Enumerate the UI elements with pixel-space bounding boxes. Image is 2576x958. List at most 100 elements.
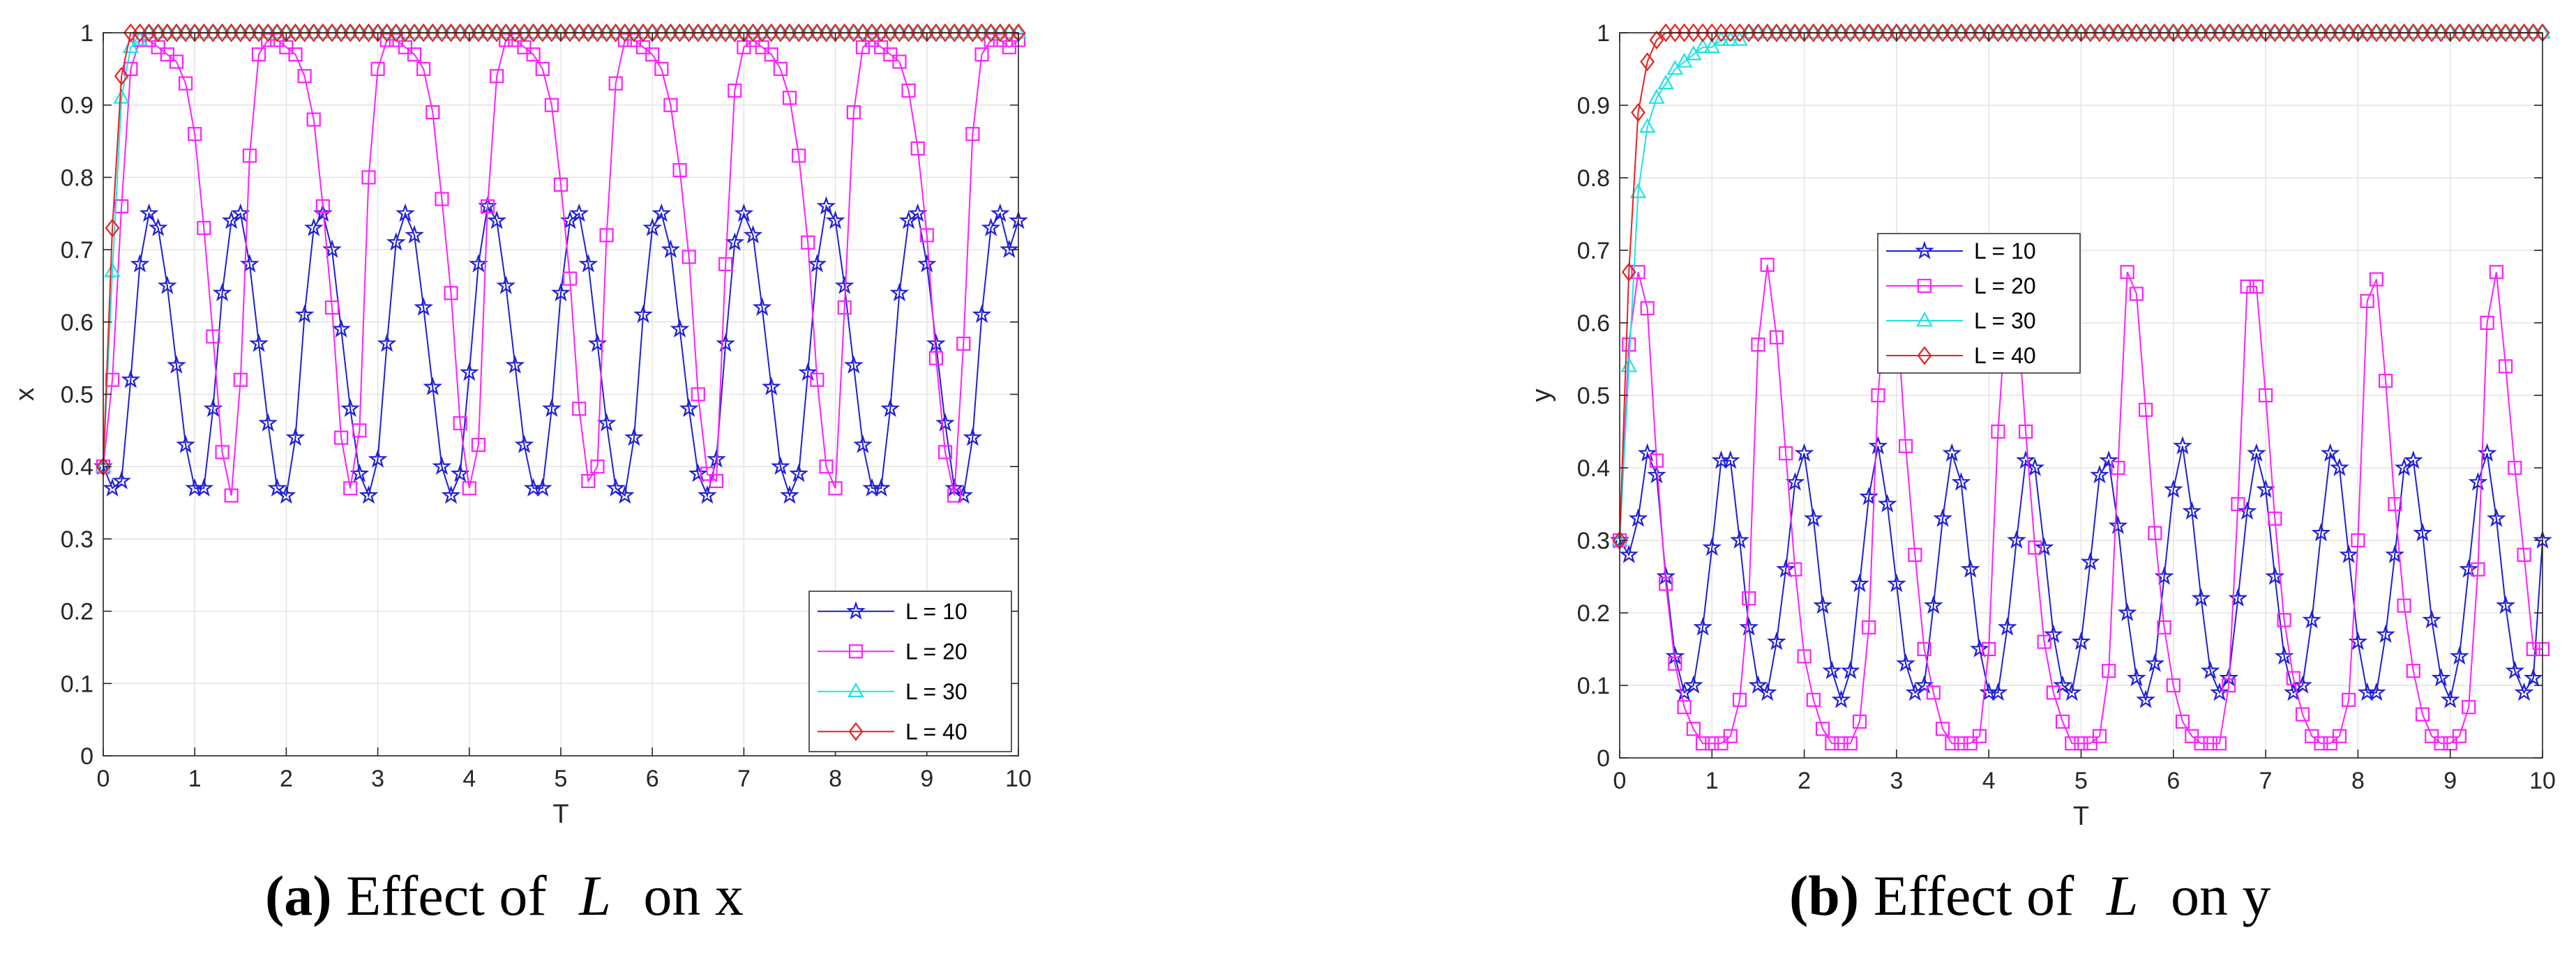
data-point [490, 69, 504, 84]
data-point [2099, 450, 2119, 469]
legend-label: L = 20 [1974, 273, 2036, 298]
data-point [928, 351, 944, 365]
caption-a-symbol: L [579, 864, 611, 927]
x-tick-label: 8 [2351, 768, 2365, 794]
data-point [1794, 443, 1814, 462]
data-point [1935, 722, 1950, 736]
data-point [1899, 439, 1913, 453]
data-point [396, 203, 415, 222]
data-point [212, 282, 232, 302]
data-point [2286, 671, 2300, 685]
data-point [276, 485, 296, 504]
data-point [167, 355, 186, 374]
data-point [734, 203, 754, 222]
data-point [2256, 479, 2275, 499]
data-point [761, 377, 781, 395]
data-point [123, 61, 138, 76]
data-point [2092, 729, 2107, 743]
data-point [2191, 588, 2211, 607]
data-point [1815, 722, 1830, 736]
data-point [2369, 272, 2383, 287]
data-point [499, 33, 513, 47]
data-point [2007, 530, 2026, 549]
data-point [2505, 660, 2525, 680]
data-point [176, 434, 195, 453]
data-point [505, 355, 525, 374]
data-point [974, 47, 989, 62]
data-point [590, 459, 605, 474]
data-point [907, 203, 928, 222]
legend-box [1877, 233, 2081, 374]
data-point [1730, 530, 1749, 549]
x-axis-label: T [2073, 802, 2089, 831]
data-point [2314, 736, 2328, 751]
data-point [258, 413, 278, 432]
data-point [331, 319, 351, 338]
data-point [1840, 660, 1860, 680]
data-point [926, 333, 946, 352]
data-point [871, 478, 891, 497]
data-point [2062, 682, 2082, 701]
data-point [2053, 675, 2072, 694]
data-point [919, 228, 934, 243]
data-point [444, 286, 458, 301]
data-point [359, 485, 379, 504]
data-point [361, 170, 376, 185]
data-point [1712, 31, 1730, 46]
data-point [1629, 183, 1647, 199]
data-point [569, 203, 589, 222]
data-point [459, 362, 479, 381]
x-tick-label: 9 [920, 766, 933, 792]
data-point [956, 336, 971, 351]
data-point [1982, 641, 1996, 657]
data-point [819, 459, 834, 474]
data-point [782, 91, 797, 105]
data-point [1843, 736, 1858, 751]
data-point [2046, 685, 2061, 700]
data-point [633, 304, 653, 324]
data-point [2259, 388, 2273, 403]
data-point [113, 89, 130, 104]
data-point [2117, 602, 2137, 621]
data-point [2166, 678, 2180, 693]
data-point [544, 98, 559, 112]
data-point [1926, 685, 1941, 700]
data-point [2108, 515, 2128, 535]
data-point [2194, 736, 2208, 751]
data-point [2065, 736, 2079, 751]
data-point [386, 232, 406, 251]
data-point [1785, 472, 1805, 491]
data-point [990, 203, 1010, 222]
data-point [1871, 388, 1885, 403]
series-line [103, 204, 1019, 498]
data-point [453, 416, 467, 431]
data-point [2028, 540, 2042, 555]
data-point [1619, 545, 1639, 563]
data-point [1862, 620, 1876, 634]
data-point [1000, 239, 1019, 258]
data-point [834, 275, 854, 294]
data-point [743, 225, 763, 244]
data-point [249, 333, 269, 352]
data-point [294, 304, 315, 324]
data-point [764, 47, 778, 62]
y-tick-label: 0.7 [1577, 238, 1610, 264]
series-line [1619, 446, 2543, 703]
legend-marker [1917, 346, 1932, 365]
data-point [771, 456, 790, 476]
data-point [496, 275, 516, 294]
data-point [2434, 736, 2448, 751]
data-point [425, 105, 440, 120]
data-point [2462, 700, 2476, 715]
data-point [1887, 573, 1906, 593]
data-point [2397, 598, 2411, 613]
data-point [405, 225, 424, 244]
x-tick-label: 7 [737, 766, 751, 792]
data-point [2034, 537, 2054, 556]
data-point [2498, 359, 2513, 374]
data-point [2043, 624, 2063, 644]
data-point [230, 203, 250, 222]
data-point [2487, 508, 2506, 527]
y-tick-label: 0.1 [1577, 673, 1610, 699]
